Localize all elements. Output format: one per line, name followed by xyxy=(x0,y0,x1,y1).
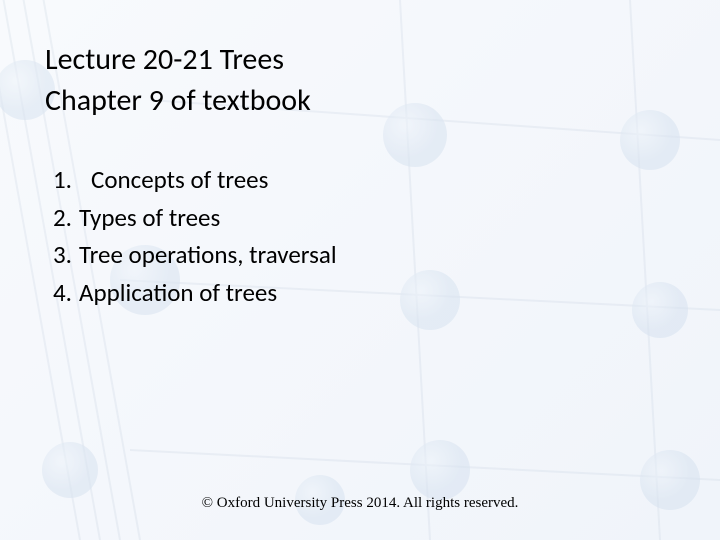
topic-item: 3.Tree operations, traversal xyxy=(53,236,675,274)
title-line-2: Chapter 9 of textbook xyxy=(45,81,675,122)
topics-list: 1. Concepts of trees 2.Types of trees 3.T… xyxy=(45,161,675,311)
slide-content: Lecture 20-21 Trees Chapter 9 of textboo… xyxy=(0,0,720,311)
topic-item: 4.Application of trees xyxy=(53,274,675,312)
topic-number: 3. xyxy=(53,236,77,274)
copyright-footer: © Oxford University Press 2014. All righ… xyxy=(0,495,720,512)
topic-number: 4. xyxy=(53,274,77,312)
topic-text: Types of trees xyxy=(79,202,220,233)
topic-number: 2. xyxy=(53,199,77,237)
topic-text: Concepts of trees xyxy=(91,164,268,195)
topic-number: 1. xyxy=(53,161,77,199)
title-line-1: Lecture 20-21 Trees xyxy=(45,40,675,81)
topic-item: 1. Concepts of trees xyxy=(53,161,675,199)
topic-item: 2.Types of trees xyxy=(53,199,675,237)
topic-text: Application of trees xyxy=(79,277,277,308)
topic-text: Tree operations, traversal xyxy=(79,239,337,270)
